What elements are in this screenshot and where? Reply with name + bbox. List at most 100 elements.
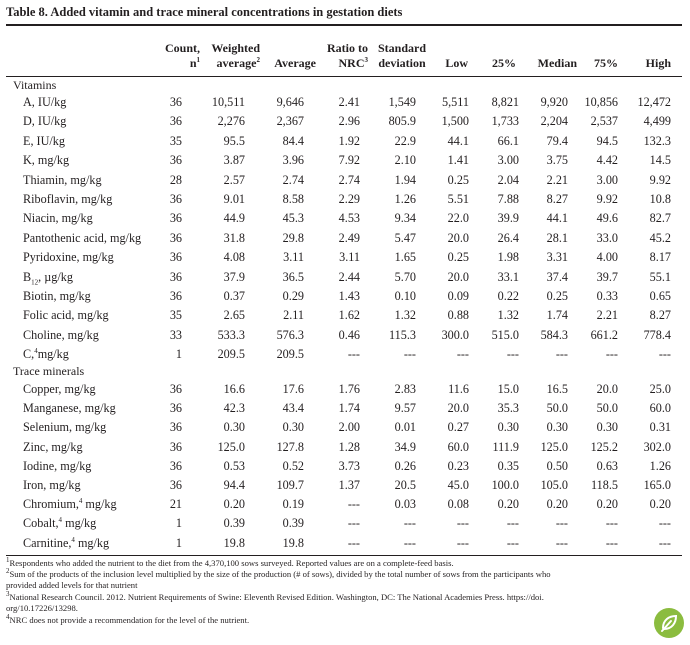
cell-average: 0.29 [282,289,304,303]
cell-average: 19.8 [282,535,304,550]
cell-p25: 111.9 [492,439,519,454]
cell-p75: 9.92 [596,192,618,206]
cell-count: 36 [169,401,182,416]
cell-low: 0.25 [447,250,469,265]
cell-high: 778.4 [643,327,671,342]
cell-p75: 0.20 [596,497,618,512]
cell-low: --- [456,535,469,550]
cell-p25: 515.0 [491,327,519,342]
cell-ratio: 2.00 [338,420,360,435]
cell-average: 109.7 [276,478,304,492]
cell-median: 9,920 [540,95,568,109]
table-row: Carnitine,4 mg/kg 1 19.8 19.8 --- --- --- --- --… [0,536,690,555]
cell-p75: 2,537 [590,114,618,129]
cell-p25: 1,733 [491,114,519,129]
cell-weighted: 2.65 [223,308,245,323]
cell-median: 584.3 [540,327,568,342]
table-row: Chromium,4 mg/kg 21 0.20 0.19 --- 0.03 0.08 0.2… [0,497,690,516]
cell-p75: 39.7 [596,269,618,284]
cell-p75: 0.33 [596,289,618,303]
header-median: Median [537,56,577,70]
cell-sd: 1.32 [394,308,416,323]
cell-sd: 22.9 [394,133,416,148]
cell-p75: 661.2 [590,327,618,342]
cell-weighted: 42.3 [223,401,245,416]
cell-low: 22.0 [447,211,469,226]
cell-sd: 1.26 [394,192,416,206]
header-low: Low [445,56,468,70]
cell-sd: 9.57 [394,401,416,416]
table-row: B12, µg/kg 36 37.9 36.5 2.44 5.70 20.0 33.1 37.4… [0,270,690,289]
header-25-percent: 25% [492,56,516,70]
cell-weighted: 9.01 [223,192,245,206]
cell-ratio: --- [347,516,360,531]
cell-count: 1 [175,516,182,531]
cell-ratio: 3.11 [339,250,360,265]
header-high: High [645,56,671,70]
table-row: Thiamin, mg/kg 28 2.57 2.74 2.74 1.94 0.25 2.04… [0,173,690,192]
cell-count: 36 [169,420,182,435]
cell-count: 36 [169,289,182,303]
cell-p25: 8,821 [491,95,519,109]
cell-count: 36 [169,382,182,396]
cell-p25: 0.35 [497,458,519,473]
cell-high: 10.8 [649,192,671,206]
cell-sd: --- [403,347,416,362]
cell-p75: 3.00 [596,172,618,187]
cell-high: 55.1 [649,269,671,284]
leaf-logo-icon [654,608,684,638]
cell-p75: 49.6 [596,211,618,226]
cell-ratio: 7.92 [338,153,360,168]
row-label: Pyridoxine, mg/kg [23,250,114,265]
cell-median: 2.21 [546,172,568,187]
cell-average: 209.5 [276,347,304,362]
cell-average: 45.3 [282,211,304,226]
cell-p75: 118.5 [591,478,618,492]
cell-p75: --- [605,347,618,362]
cell-count: 36 [169,95,182,109]
cell-average: 43.4 [282,401,304,416]
cell-average: 0.19 [282,497,304,512]
cell-ratio: 1.43 [338,289,360,303]
cell-high: 165.0 [643,478,671,492]
cell-sd: 0.26 [394,458,416,473]
header-average: Average [274,56,316,70]
cell-p25: 35.3 [497,401,519,416]
cell-median: 28.1 [546,230,568,245]
cell-ratio: 1.76 [338,382,360,396]
cell-p75: 0.63 [596,458,618,473]
cell-weighted: 533.3 [217,327,245,342]
table-row: Niacin, mg/kg 36 44.9 45.3 4.53 9.34 22.0 39.9 4… [0,211,690,230]
cell-sd: 1,549 [388,95,416,109]
cell-p25: --- [506,535,519,550]
cell-weighted: 0.20 [223,497,245,512]
cell-median: 1.74 [546,308,568,323]
cell-count: 36 [169,478,182,492]
cell-average: 0.52 [282,458,304,473]
cell-high: 9.92 [649,172,671,187]
cell-weighted: 0.53 [223,458,245,473]
cell-average: 0.39 [282,516,304,531]
table-row: A, IU/kg 36 10,511 9,646 2.41 1,549 5,511 8,821… [0,95,690,114]
cell-p25: 3.00 [497,153,519,168]
footnote-2-cont: provided added levels for that nutrient [6,580,138,590]
cell-low: --- [456,516,469,531]
cell-ratio: --- [347,347,360,362]
cell-median: --- [555,535,568,550]
cell-p25: 0.30 [497,420,519,435]
cell-average: 2.11 [283,308,304,323]
cell-low: 5.51 [447,192,469,206]
row-label: Niacin, mg/kg [23,211,93,226]
cell-low: 44.1 [447,133,469,148]
cell-count: 36 [169,269,182,284]
row-label: Riboflavin, mg/kg [23,192,113,206]
cell-average: 0.30 [282,420,304,435]
cell-p25: --- [506,516,519,531]
cell-sd: --- [403,535,416,550]
row-label: Choline, mg/kg [23,327,99,342]
cell-p25: 66.1 [497,133,519,148]
bottom-rule [6,555,682,556]
section-trace-minerals: Trace minerals [13,364,85,378]
cell-median: 0.20 [546,497,568,512]
cell-p75: 94.5 [596,133,618,148]
